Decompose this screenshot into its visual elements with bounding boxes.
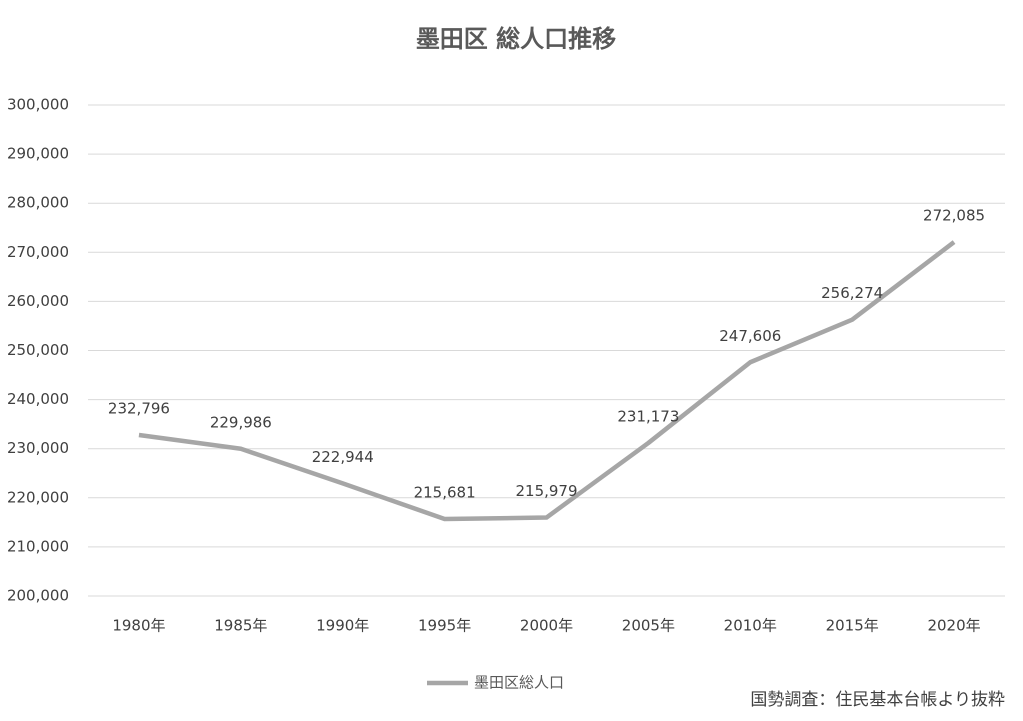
data-label: 256,274 [821,284,883,302]
legend-label: 墨田区総人口 [474,674,564,692]
data-label: 215,979 [515,482,577,500]
data-label: 272,085 [923,207,985,225]
x-tick-label: 1995年 [418,617,471,635]
y-tick-label: 230,000 [7,439,69,457]
data-label: 232,796 [108,399,170,417]
data-label: 222,944 [312,448,374,466]
y-tick-label: 220,000 [7,488,69,506]
chart-title: 墨田区 総人口推移 [416,25,616,53]
x-tick-label: 1980年 [112,617,165,635]
y-tick-label: 260,000 [7,292,69,310]
y-tick-label: 210,000 [7,537,69,555]
x-tick-label: 2015年 [826,617,879,635]
x-tick-label: 2005年 [622,617,675,635]
data-label: 229,986 [210,413,272,431]
source-note: 国勢調査：住民基本台帳より抜粋 [750,690,1005,710]
x-tick-label: 1990年 [316,617,369,635]
y-tick-label: 290,000 [7,145,69,163]
data-label: 247,606 [719,327,781,345]
x-tick-label: 1985年 [214,617,267,635]
x-tick-label: 2020年 [927,617,980,635]
data-label: 215,681 [414,484,476,502]
series-line [138,240,956,522]
y-tick-label: 300,000 [7,96,69,114]
y-tick-label: 270,000 [7,243,69,261]
y-tick-label: 280,000 [7,194,69,212]
x-tick-label: 2010年 [724,617,777,635]
x-tick-label: 2000年 [520,617,573,635]
y-tick-label: 250,000 [7,341,69,359]
y-tick-label: 200,000 [7,587,69,605]
data-label: 231,173 [617,407,679,425]
y-tick-label: 240,000 [7,390,69,408]
